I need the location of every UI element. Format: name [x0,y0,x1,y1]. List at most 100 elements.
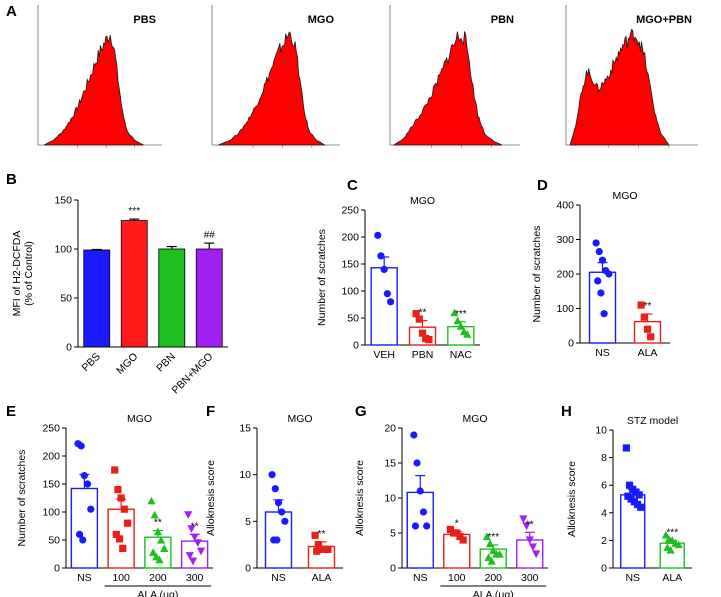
data-point [380,265,388,273]
data-point [75,530,84,539]
data-point [415,315,423,323]
y-axis-label: Number of scratches [16,450,28,547]
x-tick-label: 100 [112,572,130,584]
x-tick-label: PBN [154,351,178,375]
histogram-mgo: MGO [211,5,340,148]
x-tick-label: MGO [114,351,140,377]
histogram-fill [218,31,326,146]
x-tick-label: PBS [80,351,103,374]
data-point [412,310,420,318]
histogram-pbs: PBS [37,5,162,148]
data-point [123,519,132,527]
bar [195,248,223,348]
data-point [640,313,648,321]
significance-label: *** [666,527,678,538]
data-point [637,503,645,511]
chart-title: MGO [287,413,312,425]
x-tick-label: VEH [373,349,395,361]
y-tick-label: 6 [601,480,607,492]
data-point [314,541,322,549]
bar [70,487,99,569]
y-tick-label: 0 [54,563,60,575]
data-point [190,533,199,542]
y-tick-label: 10 [595,425,607,437]
x-axis-label: ALA (μg) [473,589,514,597]
data-point [532,550,541,559]
data-point [114,486,122,494]
y-tick-label: 0 [568,338,574,350]
chart-c-scratches: 0 50 100 150 200 250 Number of scratches MGO VEH… [316,195,480,361]
data-point [661,530,670,539]
bar [83,249,111,348]
data-point [622,444,630,452]
data-point [674,540,683,549]
y-tick-label: 10 [239,469,251,481]
data-point [281,517,289,525]
y-tick-label: 8 [601,452,607,464]
x-tick-label: ALA [638,347,658,359]
chart-title: STZ model [627,415,678,427]
bar [158,248,186,348]
data-point [271,485,279,493]
data-point [185,552,194,560]
chart-d-scratches: 0 100 200 300 400 Number of scratches MGO NS ** A… [531,190,670,359]
y-axis-label: Alloknesis score [566,461,578,537]
y-tick-label: 400 [556,200,574,212]
data-point [410,431,418,439]
y-tick-label: 50 [60,293,72,305]
data-point [637,301,645,309]
data-point [184,511,193,519]
y-tick-label: 4 [601,507,607,519]
x-tick-label: ALA [312,572,332,584]
data-point [268,471,276,479]
x-tick-label: PBN+MGO [170,351,216,397]
data-point [635,491,643,499]
y-tick-label: 300 [556,234,574,246]
y-tick-label: 200 [42,451,60,463]
data-point [313,547,321,555]
data-point [411,522,420,530]
bar [180,540,209,569]
data-point [647,333,655,341]
data-point [463,330,472,338]
y-tick-label: 150 [54,195,72,207]
data-point [273,536,281,544]
data-point [413,459,421,467]
chart-f-alloknesis: 0 5 10 15 Alloknesis score MGO NS ** ALA [205,413,343,584]
y-tick-label: 50 [48,535,60,547]
x-tick-label: ALA [662,572,682,584]
significance-label: * [455,519,459,530]
bar [406,491,434,569]
y-tick-label: 5 [390,528,396,540]
y-tick-label: 20 [384,423,396,435]
data-point [383,290,391,298]
histogram-pbn: PBN [389,5,520,148]
data-point [450,308,459,317]
data-point [418,329,427,337]
panel-label-h: H [561,403,572,420]
significance-label: ** [419,308,427,319]
bar [144,536,172,569]
data-point [459,536,467,544]
data-point [311,531,319,539]
data-point [119,544,127,552]
data-point [485,539,495,548]
significance-label: ** [154,517,162,528]
data-point [600,310,608,318]
histogram-fill [392,31,502,146]
panel-label-f: F [206,403,215,420]
data-point [112,530,120,538]
histogram-title: MGO+PBN [636,14,692,26]
data-point [625,481,634,489]
data-point [147,496,156,505]
chart-e-scratches: 0 50 100 150 200 250 Number of scratches MGO NS 1… [16,413,213,597]
data-point [193,539,202,547]
significance-label: *** [455,309,467,320]
panel-label-c: C [347,177,358,194]
x-tick-label: NS [271,572,286,584]
x-tick-label: 300 [186,572,204,584]
data-point [87,505,95,513]
y-tick-label: 0 [245,563,251,575]
data-point [386,298,395,306]
